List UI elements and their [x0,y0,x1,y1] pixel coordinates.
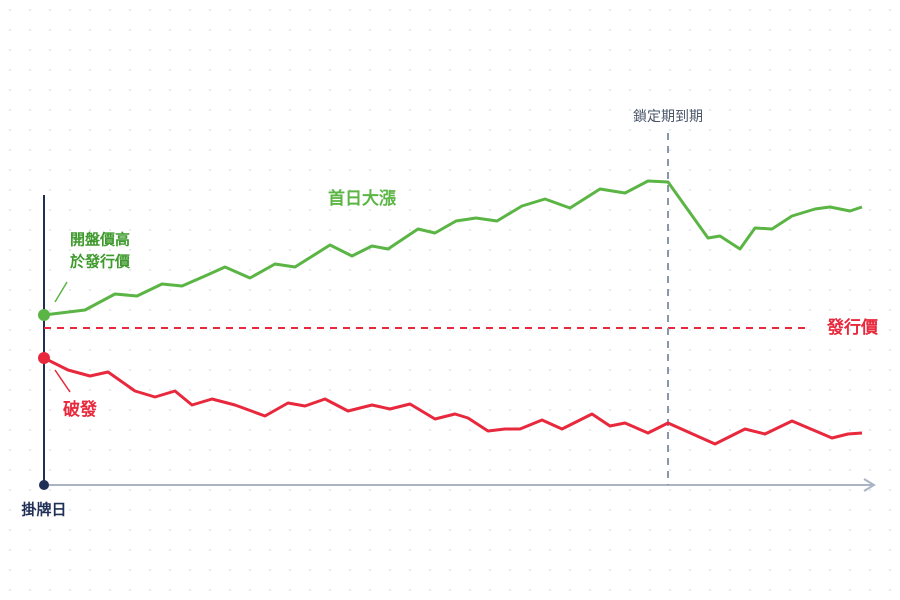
listing-day-label: 掛牌日 [21,501,66,519]
annotation-text: 開盤價高 [70,231,130,249]
start-dot [38,309,50,321]
series-label: 首日大漲 [328,188,397,209]
annotation-pointer [54,369,71,393]
series-label: 破發 [63,399,97,420]
annotation-pointer [54,281,68,303]
listing-day-dot [39,480,49,490]
lockup-label: 鎖定期到期 [633,109,703,125]
series-line [43,179,863,317]
series-line [43,356,863,446]
start-dot [38,352,50,364]
x-axis-arrow [863,478,876,492]
issue-price-label: 發行價 [826,317,879,338]
annotation-text: 於發行價 [70,253,131,271]
